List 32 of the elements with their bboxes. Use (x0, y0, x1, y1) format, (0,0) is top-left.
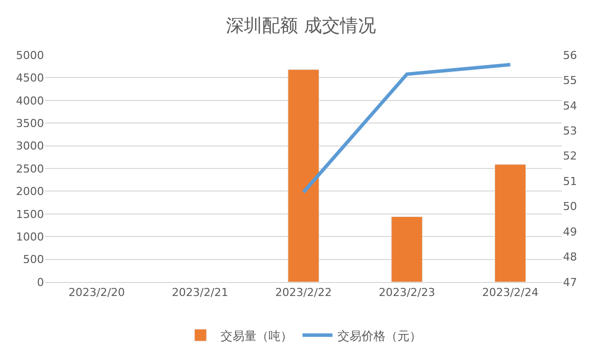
y2-tick-label: 50 (563, 200, 577, 214)
y-tick-label: 2500 (16, 162, 44, 176)
y-tick-label: 3000 (16, 140, 44, 153)
y2-tick-label: 47 (563, 276, 577, 289)
y-tick-label: 4500 (16, 72, 44, 85)
chart-title: 深圳配额 成交情况 (226, 16, 376, 37)
y2-tick-label: 51 (563, 174, 577, 188)
y2-tick-label: 52 (563, 150, 577, 163)
y2-tick-label: 49 (563, 225, 577, 238)
x-tick-label: 2023/2/20 (68, 286, 125, 300)
y2-tick-label: 48 (563, 250, 577, 264)
y-tick-label: 2000 (16, 185, 44, 198)
x-tick-label: 2023/2/23 (378, 286, 436, 300)
legend-label: 交易价格（元） (338, 328, 422, 343)
y-tick-label: 500 (23, 253, 44, 266)
y-tick-label: 4000 (16, 94, 44, 108)
y2-tick-label: 53 (563, 124, 577, 138)
y-tick-label: 0 (37, 276, 44, 289)
bar (288, 69, 320, 282)
y-tick-label: 3500 (16, 116, 44, 130)
y2-tick-label: 55 (563, 74, 577, 88)
y2-tick-label: 54 (563, 99, 577, 112)
x-tick-label: 2023/2/21 (172, 286, 228, 300)
legend-label: 交易量（吨） (220, 328, 292, 343)
y-tick-label: 1000 (16, 230, 44, 244)
x-tick-label: 2023/2/22 (275, 286, 332, 300)
x-tick-label: 2023/2/24 (482, 286, 539, 300)
bar (494, 164, 526, 282)
y-tick-label: 5000 (16, 48, 44, 62)
y-tick-label: 1500 (16, 208, 44, 221)
y2-tick-label: 56 (563, 48, 577, 62)
bar (391, 216, 423, 282)
